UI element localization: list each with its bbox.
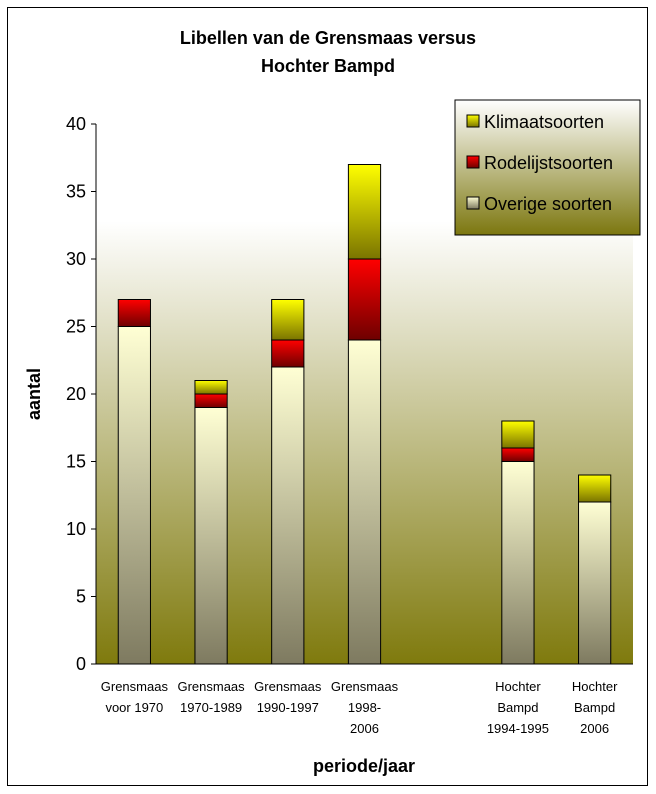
legend-label: Overige soorten [484, 194, 612, 214]
legend-label: Klimaatsoorten [484, 112, 604, 132]
x-category-label: 2006 [350, 721, 379, 736]
bar-segment-klimaatsoorten [578, 474, 612, 503]
legend-swatch [466, 155, 480, 169]
chart-title-line-1: Libellen van de Grensmaas versus [180, 28, 476, 48]
bar-segment-overige-soorten [194, 407, 228, 665]
bar-segment-overige-soorten [501, 461, 535, 665]
x-category-label: Grensmaas [177, 679, 245, 694]
x-category-label: 1970-1989 [180, 700, 242, 715]
bar-segment-overige-soorten [347, 339, 382, 665]
y-tick-label: 15 [66, 452, 86, 472]
bar-segment-rodelijstsoorten [347, 258, 382, 341]
bars [117, 164, 612, 665]
x-category-label: Bampd [574, 700, 615, 715]
y-tick-label: 25 [66, 317, 86, 337]
bar-segment-klimaatsoorten [271, 299, 305, 341]
y-tick-label: 40 [66, 114, 86, 134]
x-category-label: Hochter [572, 679, 618, 694]
y-tick-label: 20 [66, 384, 86, 404]
legend-label: Rodelijstsoorten [484, 153, 613, 173]
x-category-label: Grensmaas [331, 679, 399, 694]
x-category-label: 2006 [580, 721, 609, 736]
y-tick-label: 30 [66, 249, 86, 269]
bar-segment-klimaatsoorten [501, 420, 535, 449]
bar-segment-overige-soorten [117, 326, 151, 665]
y-axis-ticks: 0 5 10 15 20 25 30 35 40 [66, 114, 96, 674]
bar-segment-klimaatsoorten [347, 164, 382, 260]
x-category-label: 1998- [348, 700, 381, 715]
x-axis-category-labels: Grensmaas voor 1970 Grensmaas 1970-1989 Gren… [101, 679, 618, 736]
x-category-label: Hochter [495, 679, 541, 694]
legend-box [454, 99, 641, 236]
x-category-label: 1994-1995 [487, 721, 549, 736]
y-tick-label: 0 [76, 654, 86, 674]
x-category-label: Grensmaas [254, 679, 322, 694]
y-tick-label: 5 [76, 587, 86, 607]
bar-segment-rodelijstsoorten [194, 393, 228, 408]
legend-swatch [466, 196, 480, 210]
bar-segment-rodelijstsoorten [271, 339, 305, 368]
y-tick-label: 10 [66, 519, 86, 539]
x-category-label: Grensmaas [101, 679, 169, 694]
x-category-label: voor 1970 [105, 700, 163, 715]
legend-swatch [466, 114, 480, 128]
bar-segment-rodelijstsoorten [501, 447, 535, 462]
bar-segment-overige-soorten [271, 366, 305, 665]
chart-title-line-2: Hochter Bampd [261, 56, 395, 76]
x-axis-title: periode/jaar [313, 756, 415, 776]
bar-segment-overige-soorten [578, 501, 612, 665]
bar-segment-klimaatsoorten [194, 380, 228, 395]
bar-segment-rodelijstsoorten [117, 299, 151, 327]
x-category-label: Bampd [497, 700, 538, 715]
x-category-label: 1990-1997 [257, 700, 319, 715]
y-tick-label: 35 [66, 182, 86, 202]
legend: Klimaatsoorten Rodelijstsoorten Overige so… [454, 99, 641, 236]
y-axis-title: aantal [24, 368, 44, 420]
